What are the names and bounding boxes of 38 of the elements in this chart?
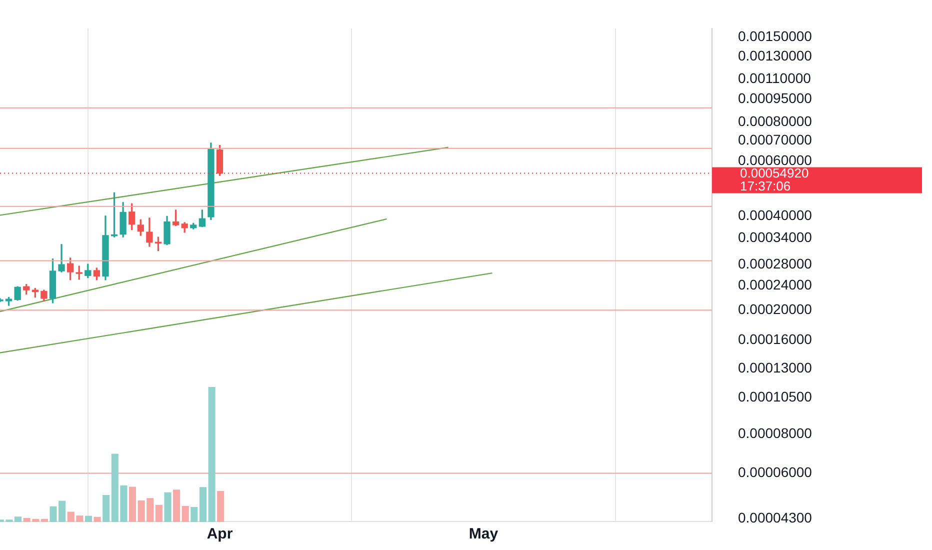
bar xyxy=(164,492,171,522)
bar xyxy=(102,494,110,522)
y-tick-label: 0.00006000 xyxy=(738,464,812,480)
y-tick-label: 0.00013000 xyxy=(738,359,812,376)
y-tick-label: 0.00150000 xyxy=(738,28,812,44)
y-tick-label: 0.00020000 xyxy=(738,301,812,318)
y-tick-label: 0.00110000 xyxy=(738,70,812,86)
y-tick-label: 0.00070000 xyxy=(738,131,812,148)
bar xyxy=(49,506,56,522)
y-tick-label: 0.00095000 xyxy=(738,90,812,106)
y-tick-label: 0.00034000 xyxy=(738,229,812,246)
y-tick-label: 0.00028000 xyxy=(738,255,812,272)
bar xyxy=(199,486,206,522)
bar xyxy=(172,489,180,522)
bar xyxy=(66,511,74,522)
y-tick-label: 0.00010500 xyxy=(738,388,812,404)
x-tick-label: May xyxy=(468,526,499,543)
y-tick-label: 0.00080000 xyxy=(738,113,812,130)
bar xyxy=(128,486,136,522)
bar xyxy=(208,386,215,522)
y-tick-label: 0.00004300 xyxy=(738,509,812,526)
y-tick-label: 0.00008000 xyxy=(738,425,812,442)
bar xyxy=(84,515,92,522)
bar xyxy=(14,516,22,522)
bar xyxy=(190,506,198,522)
y-tick-label: 0.00040000 xyxy=(738,207,812,224)
bar xyxy=(40,518,48,522)
bar xyxy=(93,516,100,522)
y-tick-label: 0.00130000 xyxy=(738,47,812,64)
text: 17:37:06 xyxy=(740,178,791,194)
bar xyxy=(137,500,144,522)
bar xyxy=(155,504,162,522)
x-tick-label: Apr xyxy=(206,526,233,543)
y-tick-label: 0.00016000 xyxy=(738,331,812,348)
bar xyxy=(181,506,188,522)
bar xyxy=(216,490,224,522)
bar xyxy=(22,518,30,522)
y-tick-label: 0.00024000 xyxy=(738,276,812,292)
